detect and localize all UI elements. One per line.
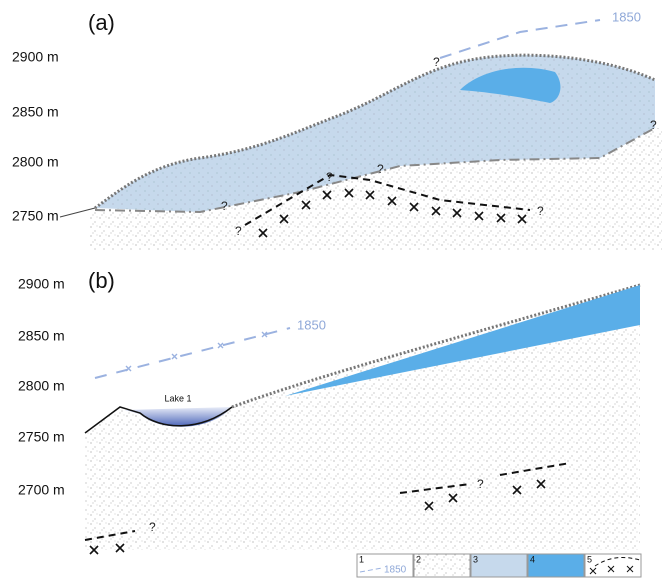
- legend-number: 3: [473, 554, 478, 564]
- panel-label: (a): [88, 10, 115, 35]
- question-mark: ?: [326, 170, 333, 184]
- diagram: (a) 2900 m 2850 m 2800 m 2750 m 1850 ? ?…: [0, 0, 662, 578]
- question-mark: ?: [149, 520, 156, 534]
- legend-number: 5: [587, 554, 592, 564]
- legend-box: [585, 554, 641, 577]
- legend-label: 1850: [384, 565, 407, 576]
- elevation: 2900 m: [12, 49, 59, 65]
- elevation: 2850 m: [18, 328, 65, 344]
- elevation: 2750 m: [18, 429, 65, 445]
- legend-box: [471, 554, 527, 577]
- legend-number: 1: [359, 554, 364, 564]
- label-1850: 1850: [297, 317, 326, 332]
- question-mark: ?: [235, 224, 242, 238]
- elevation: 2700 m: [18, 482, 65, 498]
- question-mark: ?: [221, 199, 228, 213]
- panel-a: (a) 2900 m 2850 m 2800 m 2750 m 1850 ? ?…: [12, 9, 662, 250]
- terrain: [60, 208, 95, 217]
- legend: 1 1850 2 3 4 5: [357, 554, 641, 577]
- panel-label: (b): [88, 268, 115, 293]
- legend-box: [414, 554, 470, 577]
- panel-b: (b) 2900 m 2850 m 2800 m 2750 m 2700 m L…: [18, 268, 640, 554]
- elevation: 2900 m: [18, 276, 65, 292]
- elevation: 2800 m: [12, 154, 59, 170]
- line-1850: [95, 328, 290, 378]
- lake-label: Lake 1: [164, 393, 191, 403]
- question-mark: ?: [537, 204, 544, 218]
- question-mark: ?: [433, 55, 440, 69]
- elevation: 2850 m: [12, 104, 59, 120]
- legend-number: 2: [416, 554, 421, 564]
- question-mark: ?: [477, 477, 484, 491]
- question-mark: ?: [377, 162, 384, 176]
- line-1850: [440, 20, 600, 58]
- elevation: 2800 m: [18, 378, 65, 394]
- legend-number: 4: [530, 554, 535, 564]
- label-1850: 1850: [612, 9, 641, 24]
- question-mark: ?: [650, 118, 657, 132]
- elevation: 2750 m: [12, 208, 59, 224]
- legend-box: [528, 554, 584, 577]
